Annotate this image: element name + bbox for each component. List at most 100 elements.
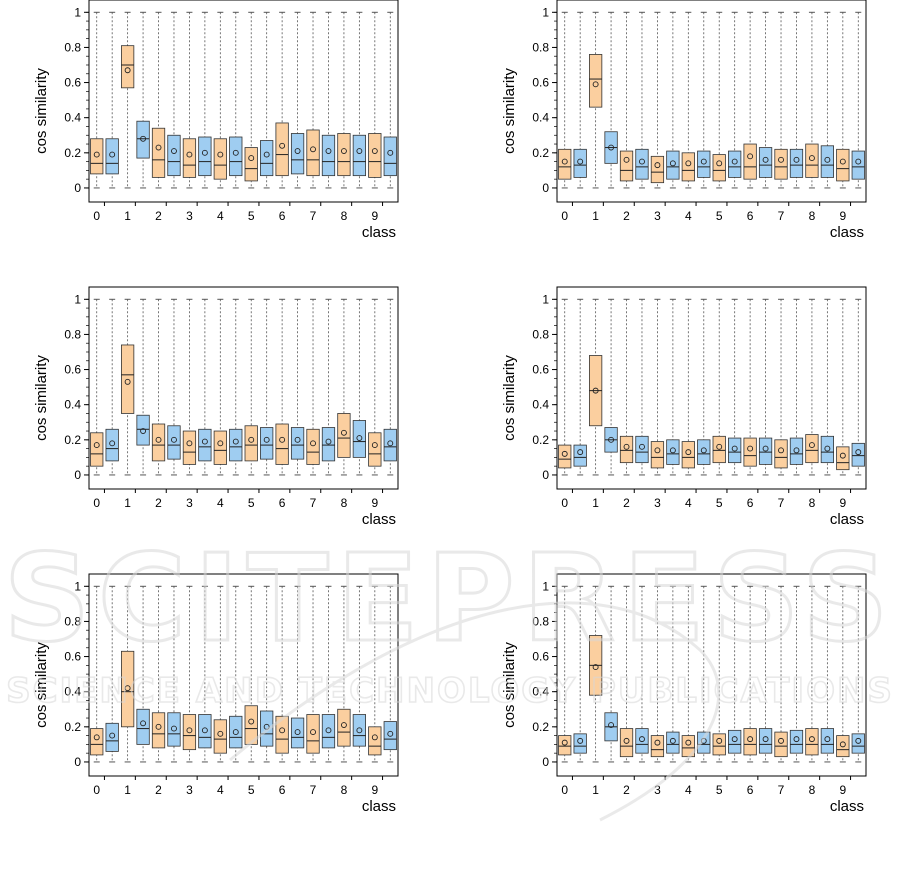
box-blue-class-3 bbox=[666, 150, 680, 180]
mean-marker bbox=[762, 736, 769, 743]
mean-marker bbox=[124, 67, 131, 74]
x-tick-label: 1 bbox=[124, 496, 131, 510]
mean-marker bbox=[685, 160, 692, 167]
x-tick-label: 7 bbox=[778, 496, 785, 510]
x-tick-label: 5 bbox=[248, 783, 255, 797]
mean-marker bbox=[808, 736, 815, 743]
box-orange-class-5 bbox=[712, 154, 726, 182]
box-orange-class-3 bbox=[650, 155, 665, 184]
box-orange-class-7 bbox=[306, 428, 320, 465]
box-blue-class-3 bbox=[198, 714, 212, 749]
box-group bbox=[558, 11, 865, 189]
y-tick-label: 0.8 bbox=[532, 614, 549, 628]
y-tick-label: 0.6 bbox=[532, 363, 549, 377]
y-tick-label: 0.4 bbox=[532, 685, 549, 699]
y-tick-label: 0 bbox=[542, 181, 549, 195]
y-tick-label: 0 bbox=[542, 755, 549, 769]
box-group bbox=[558, 585, 865, 763]
x-tick-label: 8 bbox=[809, 783, 816, 797]
x-tick-label: 5 bbox=[716, 496, 723, 510]
box-blue-class-9 bbox=[383, 721, 397, 751]
mean-marker bbox=[217, 151, 224, 158]
mean-marker bbox=[685, 739, 692, 746]
box-orange-class-7 bbox=[306, 714, 320, 754]
x-axis-title: class bbox=[830, 224, 864, 241]
mean-marker bbox=[654, 739, 661, 746]
mean-marker bbox=[356, 435, 363, 442]
box-orange-class-2 bbox=[619, 150, 634, 182]
mean-marker bbox=[155, 436, 162, 443]
box-blue-class-0 bbox=[105, 722, 119, 752]
y-tick-label: 0.4 bbox=[64, 111, 81, 125]
y-tick-label: 1 bbox=[542, 292, 549, 306]
box-orange-class-1 bbox=[121, 650, 135, 728]
box-orange-class-6 bbox=[275, 423, 289, 465]
mean-marker bbox=[140, 135, 147, 142]
mean-marker bbox=[669, 737, 676, 744]
x-tick-label: 2 bbox=[623, 783, 630, 797]
box-orange-class-3 bbox=[182, 430, 197, 465]
y-axis-title: cos similarity bbox=[33, 68, 50, 154]
mean-marker bbox=[248, 155, 255, 162]
mean-marker bbox=[700, 447, 707, 454]
y-tick-label: 0.8 bbox=[64, 327, 81, 341]
mean-marker bbox=[186, 440, 193, 447]
mean-marker bbox=[310, 729, 316, 736]
x-tick-label: 9 bbox=[371, 209, 378, 223]
mean-marker bbox=[561, 158, 568, 165]
mean-marker bbox=[279, 436, 286, 443]
box-blue-class-2 bbox=[167, 712, 181, 747]
mean-marker bbox=[232, 438, 239, 445]
y-axis-title: cos similarity bbox=[33, 355, 50, 441]
mean-marker bbox=[325, 727, 332, 734]
y-tick-label: 0.8 bbox=[532, 40, 549, 54]
y-tick-label: 0 bbox=[542, 468, 549, 482]
mean-marker bbox=[808, 442, 815, 449]
mean-marker bbox=[839, 452, 846, 459]
mean-marker bbox=[93, 151, 100, 158]
mean-marker bbox=[186, 727, 193, 734]
mean-marker bbox=[731, 158, 738, 165]
y-axis-title: cos similarity bbox=[501, 68, 518, 154]
y-tick-label: 0.2 bbox=[64, 433, 81, 447]
box-orange-class-1 bbox=[589, 54, 603, 108]
mean-marker bbox=[310, 146, 316, 153]
y-tick-label: 0.8 bbox=[64, 40, 81, 54]
mean-marker bbox=[171, 725, 177, 732]
mean-marker bbox=[577, 737, 584, 744]
y-tick-label: 0.2 bbox=[64, 146, 81, 160]
box-blue-class-1 bbox=[136, 414, 150, 446]
y-tick-label: 0 bbox=[74, 755, 81, 769]
box-blue-class-8 bbox=[352, 420, 366, 458]
mean-marker bbox=[855, 449, 862, 456]
y-tick-label: 0.4 bbox=[532, 111, 549, 125]
plot-frame bbox=[88, 0, 399, 203]
mean-marker bbox=[762, 445, 769, 452]
plot-frame bbox=[556, 573, 867, 777]
x-axis-title: class bbox=[362, 224, 396, 241]
y-tick-label: 1 bbox=[74, 5, 81, 19]
box-orange-class-6 bbox=[275, 715, 289, 754]
mean-marker bbox=[171, 148, 177, 155]
mean-marker bbox=[155, 723, 162, 730]
box-orange-class-0 bbox=[90, 432, 104, 467]
mean-marker bbox=[387, 440, 394, 447]
y-tick-label: 0.6 bbox=[64, 363, 81, 377]
mean-marker bbox=[310, 440, 316, 447]
x-axis-title: class bbox=[830, 798, 864, 815]
box-orange-class-4 bbox=[213, 430, 227, 465]
x-tick-label: 1 bbox=[124, 209, 131, 223]
box-orange-class-5 bbox=[712, 733, 726, 756]
box-orange-class-9 bbox=[368, 726, 382, 756]
mean-marker bbox=[608, 144, 615, 151]
mean-marker bbox=[577, 449, 584, 456]
x-tick-label: 4 bbox=[217, 209, 224, 223]
mean-marker bbox=[371, 442, 378, 449]
box-blue-class-4 bbox=[697, 439, 711, 465]
x-tick-label: 1 bbox=[592, 496, 599, 510]
box-blue-class-9 bbox=[383, 428, 397, 462]
mean-marker bbox=[140, 720, 147, 727]
box-orange-class-8 bbox=[805, 434, 819, 464]
box-orange-class-9 bbox=[368, 133, 382, 178]
